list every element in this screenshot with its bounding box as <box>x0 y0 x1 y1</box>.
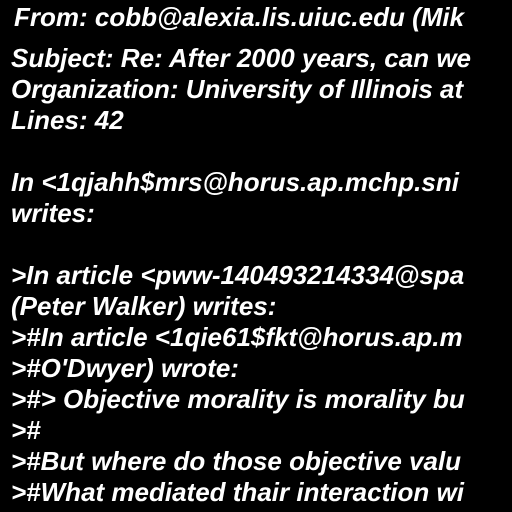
quoted-line: >In article <pww-140493214334@spa <box>11 260 465 290</box>
quoted-line: (Peter Walker) writes: <box>11 291 277 321</box>
header-organization: Organization: University of Illinois at <box>11 74 464 104</box>
attribution-continued: writes: <box>11 198 95 228</box>
quoted-line: ># <box>11 415 41 445</box>
quoted-line: >#In article <1qie61$fkt@horus.ap.m <box>11 322 463 352</box>
quoted-line: >#O'Dwyer) wrote: <box>11 353 239 383</box>
quoted-line: >#> Objective morality is morality bu <box>11 384 465 414</box>
header-subject: Subject: Re: After 2000 years, can we <box>11 43 472 73</box>
header-lines: Lines: 42 <box>11 105 124 135</box>
quoted-line: >#But where do those objective valu <box>11 446 462 476</box>
attribution-line: In <1qjahh$mrs@horus.ap.mchp.sni <box>11 167 459 197</box>
header-from: From: cobb@alexia.lis.uiuc.edu (Mik <box>14 2 465 32</box>
quoted-line: >#What mediated thair interaction wi <box>11 477 464 507</box>
